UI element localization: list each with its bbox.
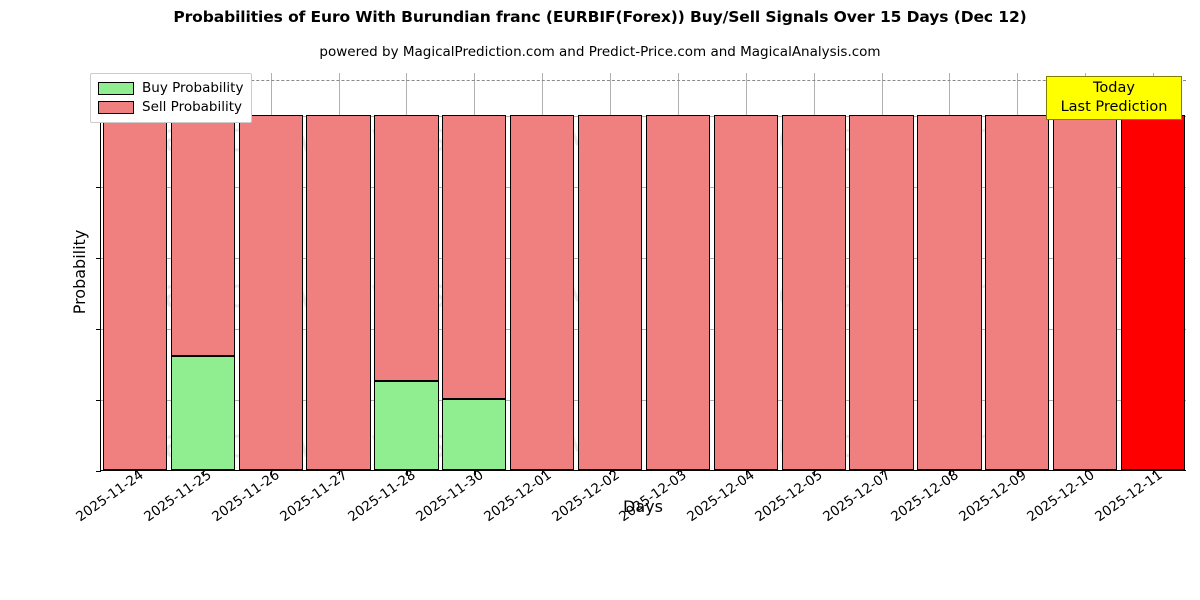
bar-segment-sell — [306, 114, 371, 470]
bar-segment-today — [1120, 114, 1186, 470]
bar-2025-12-02[interactable] — [577, 73, 643, 470]
bar-2025-11-24[interactable] — [102, 73, 167, 470]
gridline-horizontal — [101, 257, 1186, 259]
bar-segment-sell — [849, 114, 914, 470]
bar-2025-12-03[interactable] — [645, 73, 710, 470]
x-tick-mark — [610, 470, 612, 475]
bar-segment-sell — [442, 114, 507, 399]
gridline-horizontal — [101, 186, 1186, 188]
legend-swatch-icon — [98, 101, 134, 114]
plot-inner: MagicalAnalysis.comMagicalPrediction.com… — [101, 73, 1186, 470]
x-tick-mark — [474, 470, 476, 475]
page-title: Probabilities of Euro With Burundian fra… — [173, 8, 1027, 26]
x-tick-mark — [881, 470, 883, 475]
legend-swatch-icon — [98, 82, 134, 95]
bar-segment-sell — [170, 114, 235, 357]
y-tick-mark — [96, 186, 101, 188]
x-tick-mark — [542, 470, 544, 475]
bar-segment-sell — [510, 114, 575, 470]
bar-2025-12-01[interactable] — [510, 73, 575, 470]
bar-segment-sell — [713, 114, 778, 470]
bar-segment-buy — [374, 381, 439, 470]
x-tick-mark — [1153, 470, 1155, 475]
x-tick-mark — [1085, 470, 1087, 475]
bar-segment-sell — [238, 114, 303, 470]
y-tick-mark — [96, 257, 101, 260]
today-annotation-line2: Last Prediction — [1060, 98, 1168, 115]
bar-segment-sell — [374, 114, 439, 382]
x-tick-mark — [949, 470, 951, 475]
x-tick-mark — [677, 470, 680, 475]
bar-2025-11-28[interactable] — [374, 73, 439, 470]
today-annotation-line1: Today — [1093, 80, 1135, 96]
bar-segment-sell — [645, 114, 710, 470]
chart-subtitle: powered by MagicalPrediction.com and Pre… — [319, 44, 881, 60]
x-tick-mark — [338, 470, 340, 475]
x-tick-mark — [1017, 470, 1019, 475]
gridline-horizontal — [101, 399, 1186, 401]
bar-2025-12-08[interactable] — [917, 73, 982, 470]
gridline-horizontal — [101, 328, 1186, 330]
legend-item-label: Buy Probability — [142, 79, 244, 96]
x-tick-mark — [813, 470, 815, 475]
bar-2025-12-04[interactable] — [713, 73, 778, 470]
x-tick-mark — [270, 470, 272, 475]
bar-segment-buy — [442, 398, 507, 470]
plot-area: MagicalAnalysis.comMagicalPrediction.com… — [70, 73, 1186, 525]
legend-item-label: Sell Probability — [142, 98, 243, 115]
bar-2025-12-07[interactable] — [849, 73, 914, 470]
x-tick-mark — [406, 470, 408, 475]
bar-2025-11-27[interactable] — [306, 73, 371, 470]
bar-segment-sell — [917, 114, 982, 470]
bar-2025-11-25[interactable] — [170, 73, 235, 470]
bar-2025-12-11[interactable] — [1120, 73, 1186, 470]
threshold-dashed-line — [101, 80, 1186, 82]
y-axis-label: Probability — [69, 229, 89, 314]
legend-item-sell[interactable]: Sell Probability — [98, 98, 243, 117]
x-tick-mark — [202, 470, 205, 475]
y-tick-mark — [96, 399, 101, 402]
bar-segment-sell — [577, 114, 643, 470]
x-tick-mark — [134, 470, 137, 475]
bar-segment-buy — [170, 356, 235, 470]
bar-2025-12-09[interactable] — [985, 73, 1050, 470]
legend-item-buy[interactable]: Buy Probability — [98, 79, 243, 98]
x-tick-mark — [745, 470, 748, 475]
y-tick-mark — [96, 328, 101, 331]
bar-2025-11-26[interactable] — [238, 73, 303, 470]
today-annotation: Today Last Prediction — [1046, 76, 1182, 121]
bar-segment-sell — [985, 114, 1050, 470]
bar-2025-11-30[interactable] — [442, 73, 507, 470]
bar-segment-sell — [102, 114, 167, 470]
bar-2025-12-10[interactable] — [1053, 73, 1118, 470]
gridline-horizontal — [101, 115, 1186, 117]
x-axis-label: Days — [623, 497, 663, 516]
bar-2025-12-05[interactable] — [781, 73, 846, 470]
bar-segment-sell — [1053, 114, 1118, 470]
bar-segment-sell — [781, 114, 846, 470]
y-tick-mark — [96, 471, 101, 473]
chart-legend: Buy Probability Sell Probability — [90, 73, 253, 123]
